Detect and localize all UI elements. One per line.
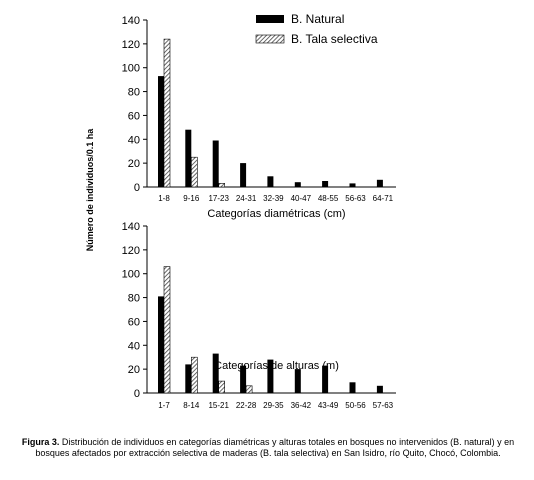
legend: B. Natural B. Tala selectiva (255, 12, 378, 46)
y-axis-label: Número de individuos/0.1 ha (85, 128, 95, 252)
legend-swatch-tala (255, 34, 285, 44)
bar-natural (185, 129, 192, 187)
y-tick-label: 120 (122, 39, 140, 51)
y-tick-label: 40 (128, 134, 140, 146)
x-axis-label: Categorías de alturas (m) (214, 360, 339, 372)
legend-swatch-natural (256, 15, 284, 23)
y-tick-label: 100 (122, 63, 140, 75)
bar-natural (294, 369, 301, 393)
x-tick-label: 15-21 (208, 401, 229, 410)
y-tick-label: 0 (134, 182, 140, 194)
caption-text: Distribución de individuos en categorías… (35, 437, 515, 458)
legend-label-natural: B. Natural (291, 12, 344, 26)
y-tick-label: 140 (122, 221, 140, 233)
y-tick-label: 20 (128, 364, 140, 376)
x-tick-label: 57-63 (373, 401, 394, 410)
bar-natural (267, 176, 274, 187)
bar-tala-selectiva (191, 156, 198, 188)
figure-caption: Figura 3. Distribución de individuos en … (8, 437, 528, 459)
bar-natural (294, 182, 301, 187)
x-tick-label: 22-28 (236, 401, 257, 410)
y-tick-label: 0 (134, 388, 140, 400)
bar-tala-selectiva (163, 266, 171, 394)
x-tick-label: 9-16 (183, 194, 200, 203)
bar-natural (158, 76, 164, 187)
y-tick-label: 40 (128, 340, 140, 352)
bar-natural (349, 183, 356, 187)
bar-tala-selectiva (163, 38, 171, 188)
bar-tala-selectiva (191, 356, 198, 394)
bar-natural (158, 296, 164, 393)
bar-natural (322, 181, 329, 187)
legend-label-tala: B. Tala selectiva (291, 32, 378, 46)
chart-panel-diametric: 0 20 40 60 80 100 120 140 1-8 9-16 17-23 24-31 32-39… (122, 15, 396, 220)
bar-natural (240, 365, 247, 393)
y-tick-label: 80 (128, 293, 140, 305)
y-tick-label: 80 (128, 87, 140, 99)
y-tick-label: 60 (128, 316, 140, 328)
x-tick-label: 43-49 (318, 401, 339, 410)
y-tick-label: 120 (122, 245, 140, 257)
y-tick-label: 100 (122, 269, 140, 281)
bar-natural (240, 163, 247, 187)
bar-tala-selectiva (218, 183, 225, 188)
x-tick-label: 32-39 (263, 194, 284, 203)
bar-natural (212, 353, 219, 393)
y-tick-label: 20 (128, 158, 140, 170)
bar-natural (267, 359, 274, 393)
bar-tala-selectiva (218, 380, 225, 394)
x-tick-label: 17-23 (208, 194, 229, 203)
x-tick-label: 40-47 (291, 194, 312, 203)
bar-natural (185, 364, 192, 393)
x-axis-label: Categorías diamétricas (cm) (207, 208, 345, 220)
chart-figure: Número de individuos/0.1 ha B. Natural B… (85, 12, 396, 410)
x-tick-label: 56-63 (345, 194, 366, 203)
caption-label: Figura 3. (21, 437, 60, 447)
bar-tala-selectiva (245, 385, 253, 394)
x-tick-label: 1-8 (158, 194, 170, 203)
x-tick-label: 29-35 (263, 401, 284, 410)
x-tick-label: 24-31 (236, 194, 257, 203)
bar-natural (212, 140, 219, 187)
x-tick-label: 8-14 (183, 401, 200, 410)
bar-natural (322, 365, 329, 393)
x-tick-label: 48-55 (318, 194, 339, 203)
bar-natural (376, 179, 383, 187)
bar-natural (376, 385, 383, 393)
bar-natural (349, 382, 356, 393)
x-tick-label: 50-56 (345, 401, 366, 410)
y-tick-label: 140 (122, 15, 140, 27)
x-tick-label: 1-7 (158, 401, 170, 410)
y-tick-label: 60 (128, 110, 140, 122)
chart-panel-height: 0 20 40 60 80 100 120 140 1-7 8-14 15-21 22-28 29-35… (122, 221, 396, 410)
x-tick-label: 36-42 (291, 401, 312, 410)
x-tick-label: 64-71 (373, 194, 394, 203)
